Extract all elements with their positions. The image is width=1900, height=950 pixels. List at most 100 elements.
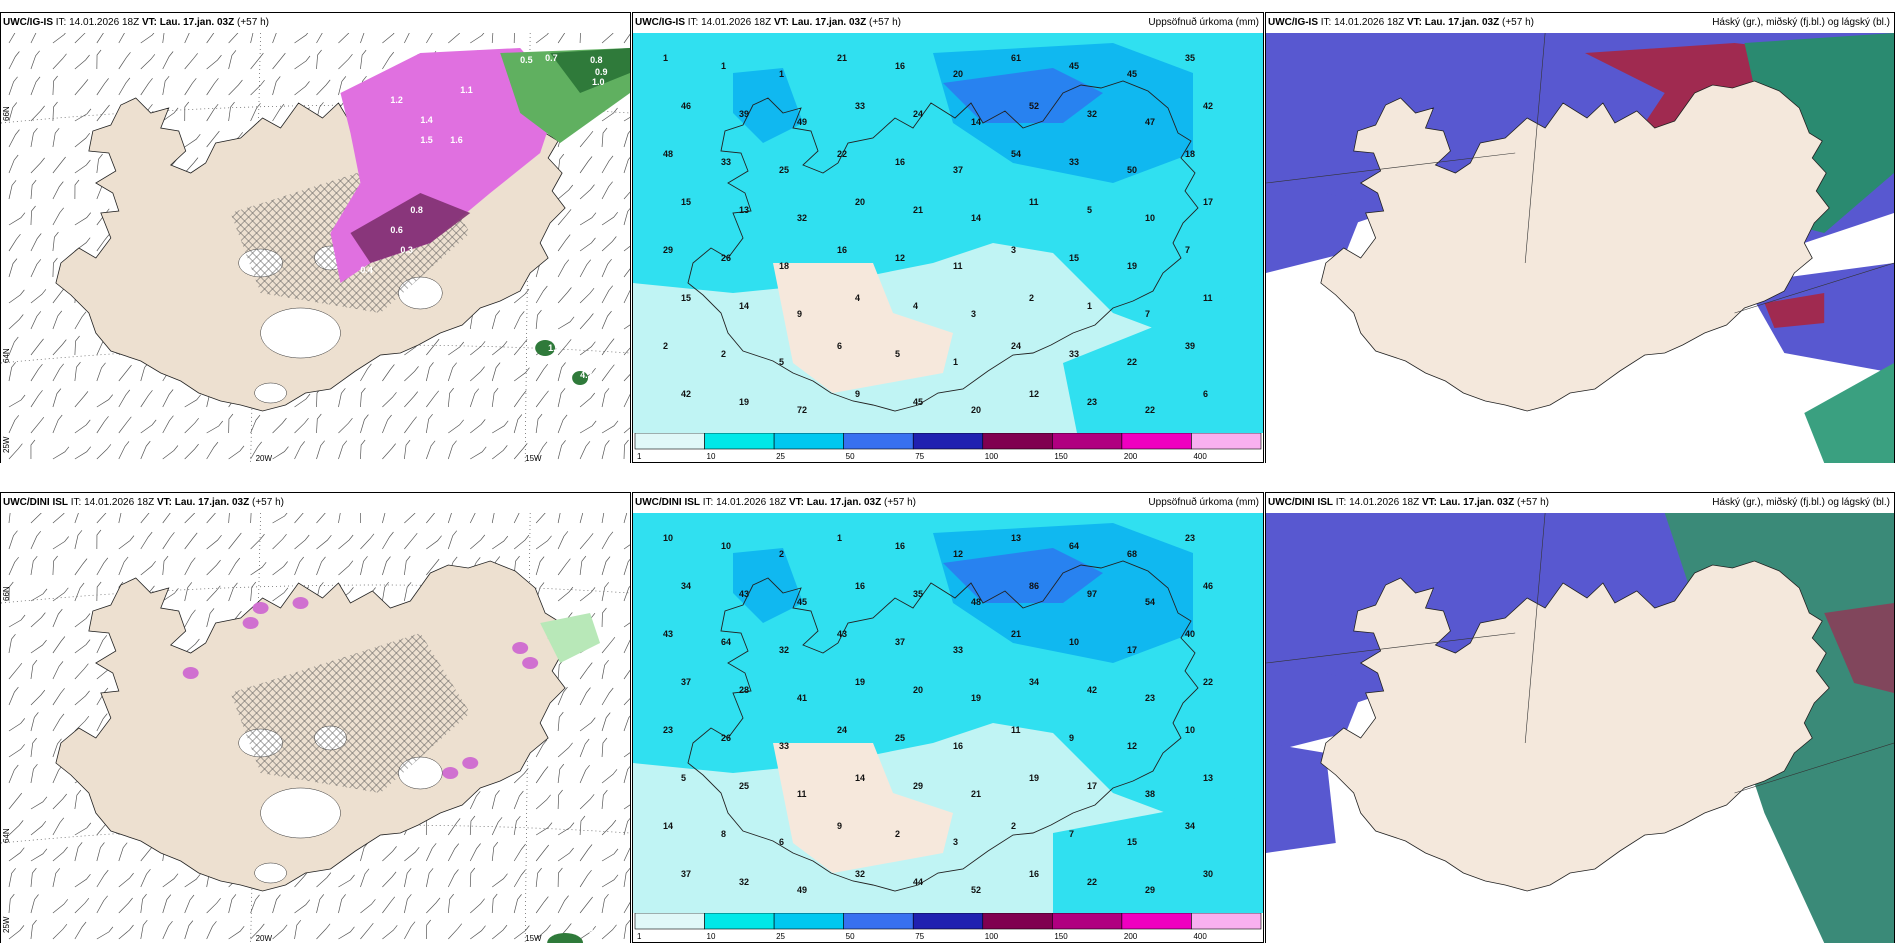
precip-value-label: 26 [721,733,731,743]
wind-barb [404,391,419,408]
precip-value-label: 33 [779,741,789,751]
wind-barb [294,81,310,96]
wind-barb [601,310,612,330]
wind-barb [30,439,36,459]
wind-barb [8,925,25,940]
wind-barb [52,414,63,434]
wind-barb [30,205,36,226]
precip-value-label: 20 [971,405,981,415]
wind-barb [535,309,542,330]
model-name: UWC/DINI ISL [1268,497,1333,508]
wind-barb [513,367,530,382]
lead-time: (+57 h) [884,497,916,508]
wind-barb [96,394,113,408]
wind-barb [206,608,215,628]
wind-barb [184,443,199,460]
wind-barb [250,533,265,550]
precip-value-label: 72 [797,405,807,415]
precip-value-label: 32 [739,877,749,887]
init-time: 14.01.2026 18Z [84,497,155,508]
wind-barb [162,920,173,940]
wind-barb [360,868,370,888]
wind-barb [206,78,219,96]
wind-barb [52,738,62,758]
wind-barb [623,374,630,382]
wind-barb [623,765,630,784]
wind-barb [535,513,546,524]
precip-value-label: 11 [797,789,807,799]
colorbar-swatch [982,432,1053,450]
precip-rate-cell [512,642,529,654]
wind-barb [74,613,91,628]
wind-barb [557,847,574,862]
wind-barb [601,687,614,706]
valid-time: Lau. 17.jan. 03Z [791,17,867,28]
wind-barb [272,924,288,940]
precip-value-label: 37 [681,677,691,687]
wind-barb [382,846,397,862]
colorbar-tick-label: 1 [637,932,642,941]
precip-value-label: 48 [971,597,981,607]
colorbar-swatch [773,432,844,450]
precip-value-label: 16 [1029,869,1039,879]
precip-value-label: 9 [837,821,842,831]
wind-barb [360,414,369,434]
precip-value-label: 0.5 [520,55,532,65]
wind-barb [30,416,45,434]
vt-label: VT: [1421,497,1437,508]
colorbar-tick-label: 10 [707,452,716,461]
wind-barb [623,130,630,148]
map-panel-4: UWC/DINI ISL IT: 14.01.2026 18Z VT: Lau.… [0,492,631,943]
colorbar-tick-label: 75 [915,452,924,461]
precip-value-label: 23 [1185,533,1195,543]
wind-barb [579,815,586,836]
wind-barb [601,769,618,784]
wind-barb [601,33,614,44]
precip-value-label: 9 [855,389,860,399]
wind-barb [316,440,325,460]
wind-barb [623,347,630,356]
wind-barb [30,712,39,732]
wind-barb [8,102,18,122]
wind-barb [316,49,322,70]
wind-map: 0.5 0.7 0.8 0.91.0 1.1 1.2 1.4 1.5 1.6 0.3 0.4 0.6 0… [1,33,630,463]
wind-barb [118,535,135,550]
wind-barb [250,79,265,96]
precip-value-label: 11 [1203,293,1213,303]
wind-barb [30,796,48,810]
wind-barb [228,925,245,940]
wind-barb [30,76,41,96]
wind-barb [140,868,151,888]
precip-value-label: 38 [1145,789,1155,799]
precip-value-label: 52 [971,885,981,895]
wind-barb [404,33,410,44]
wind-barb [426,338,440,356]
wind-barb [8,893,15,914]
wind-barb [338,417,353,434]
precip-value-label: 3 [953,837,958,847]
wind-barb [382,531,394,550]
wind-barb [623,752,630,758]
wind-barb [601,388,610,408]
wind-barb [601,556,611,576]
wind-barb [30,105,45,122]
wind-barb [579,764,590,784]
precip-value-label: 14 [739,301,749,311]
wind-barb [557,362,566,382]
wind-barb [360,533,375,550]
wind-barb [579,341,596,356]
wind-barb [404,532,418,550]
wind-barb [96,416,109,434]
wind-barb [447,513,452,524]
wind-barb [206,921,217,940]
precip-value-label: 1.5 [548,343,560,353]
wind-barb [8,212,26,226]
wind-barb [184,394,201,408]
wind-barb [360,556,368,576]
colorbar-swatch [634,432,705,450]
precip-value-label: 9 [797,309,802,319]
wind-barb [96,895,108,914]
precip-value-label: 45 [797,597,807,607]
wind-barb [338,874,355,888]
wind-barb [162,389,174,408]
